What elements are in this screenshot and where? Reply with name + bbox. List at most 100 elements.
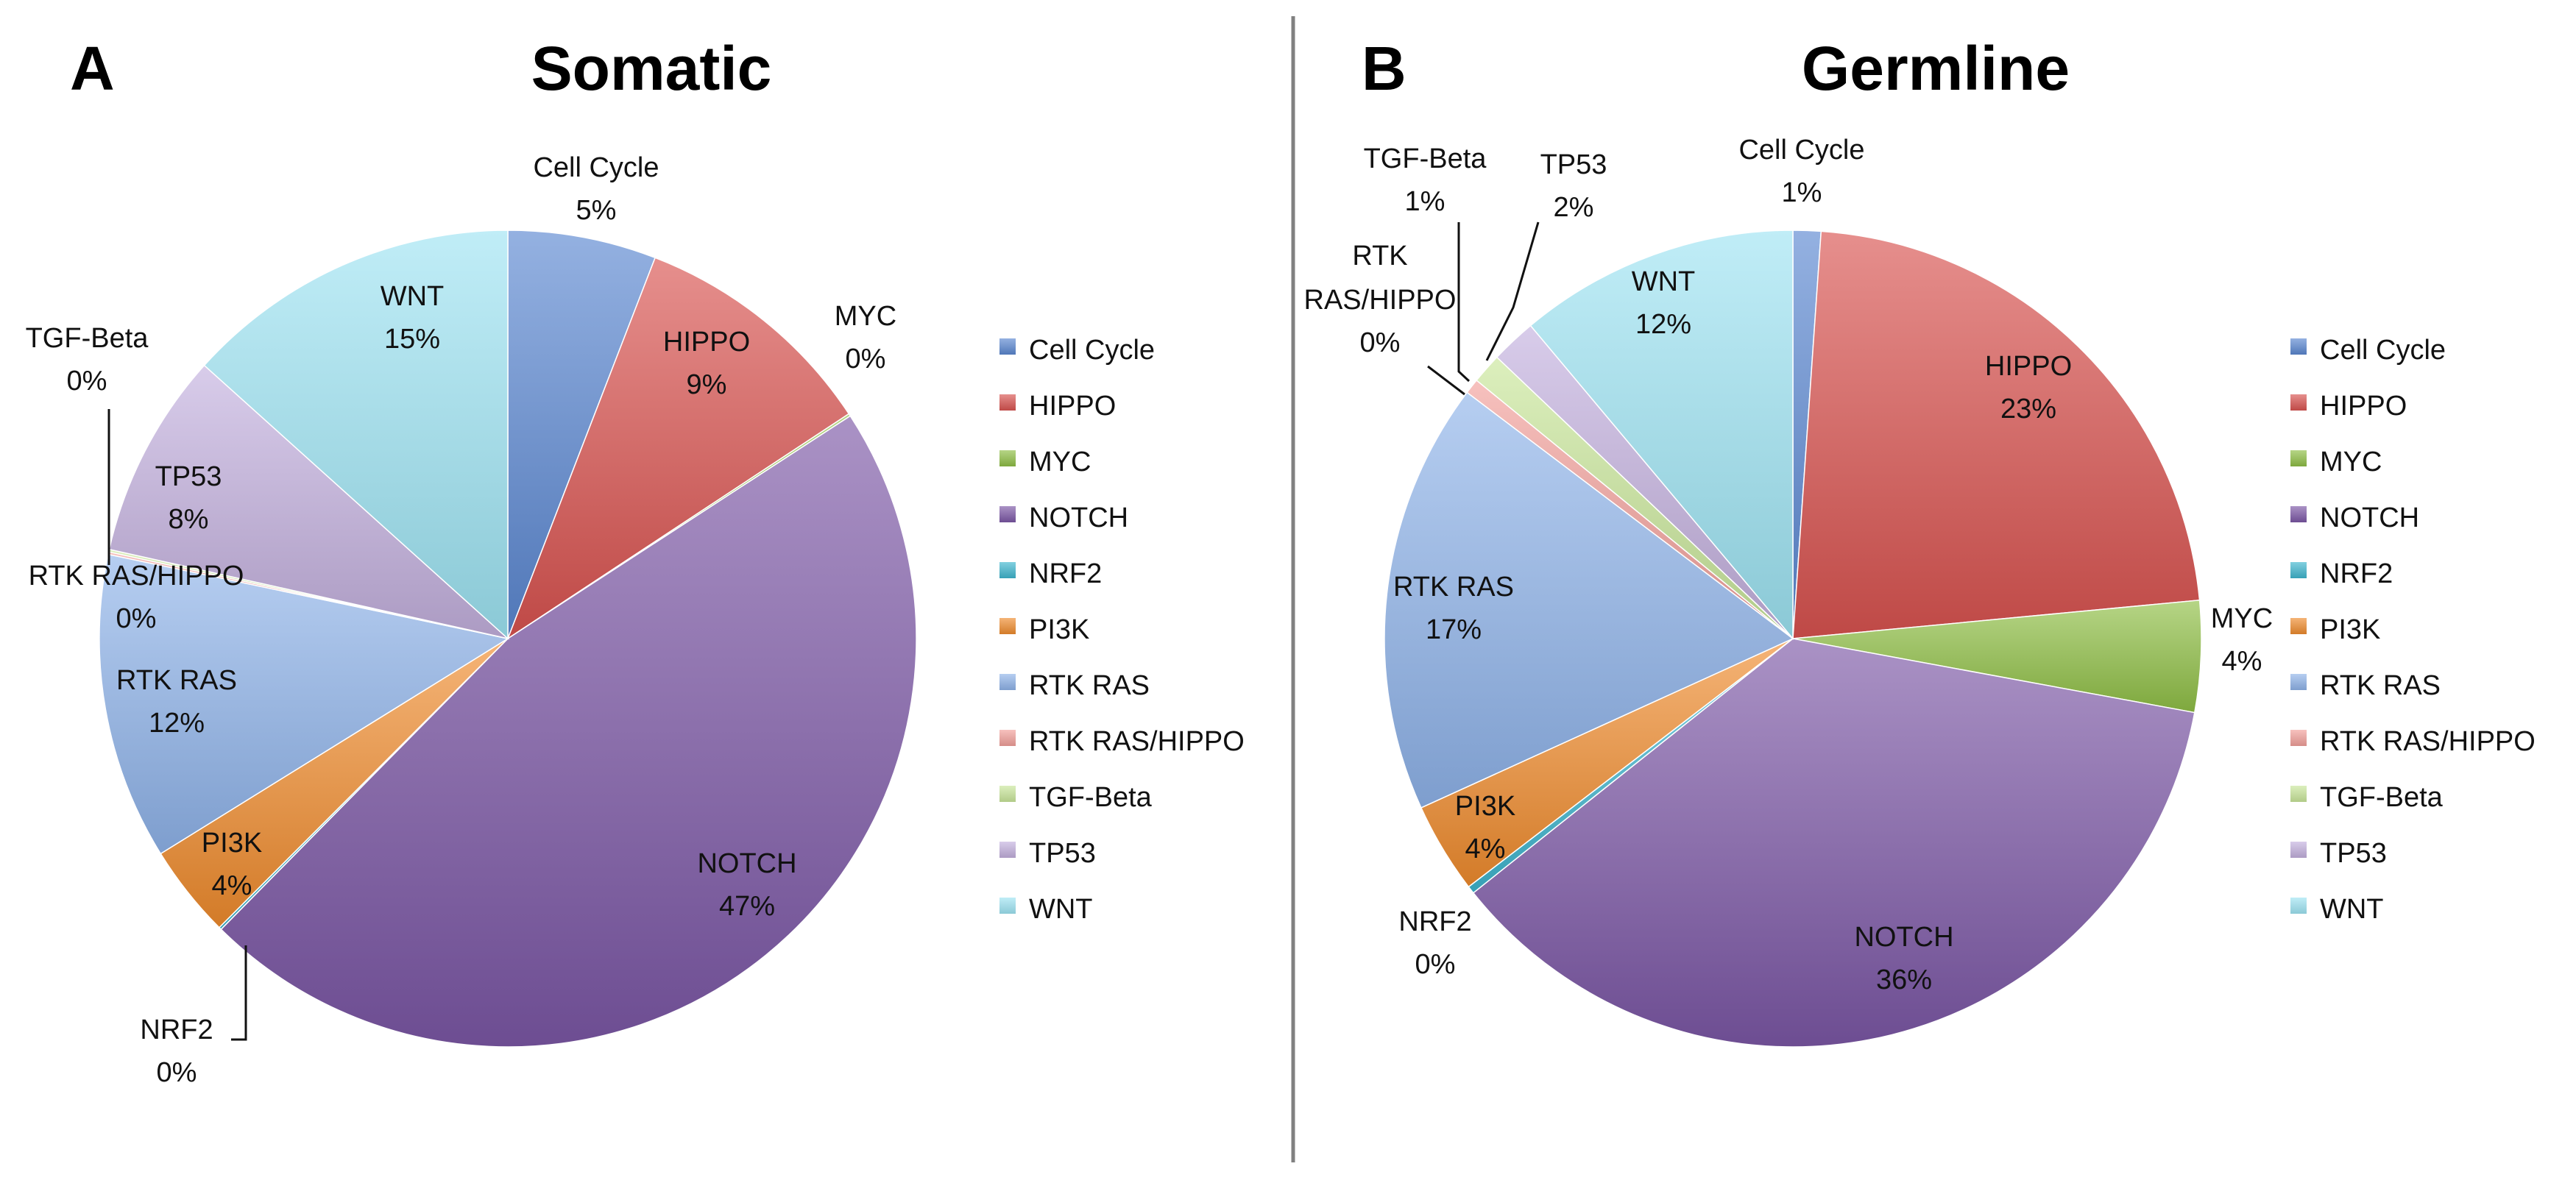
- legend-label-wnt: WNT: [2320, 894, 2384, 925]
- legend: Cell Cycle HIPPO MYC NOTCH NRF2 PI3K RTK RAS RT…: [2290, 335, 2536, 925]
- legend-swatch-notch: [2290, 506, 2307, 522]
- slice-label-myc-1: 0%: [846, 344, 886, 374]
- legend-swatch-tp53: [999, 842, 1016, 858]
- legend-label-pi3k: PI3K: [2320, 614, 2380, 645]
- slice-label-myc-1: 4%: [2222, 646, 2262, 677]
- slice-label-rtk-ras-1: 17%: [1426, 614, 1482, 645]
- legend-swatch-hippo: [999, 394, 1016, 411]
- legend-label-hippo: HIPPO: [2320, 391, 2407, 422]
- legend-swatch-tp53: [2290, 842, 2307, 858]
- slice-label-notch-0: NOTCH: [697, 848, 796, 879]
- slice-label-notch-1: 47%: [719, 891, 775, 922]
- slice-label-tp53-1: 2%: [1554, 192, 1594, 223]
- slice-label-tp53-0: TP53: [1540, 149, 1607, 180]
- legend-swatch-cell-cycle: [2290, 338, 2307, 355]
- legend-label-nrf2: NRF2: [1029, 558, 1102, 589]
- legend-label-tp53: TP53: [2320, 838, 2387, 869]
- slice-label-cell-cycle-0: Cell Cycle: [533, 152, 659, 183]
- slice-label-rtk-ras-hippo-1: RAS/HIPPO: [1304, 285, 1457, 316]
- pie-slice-wnt: [1529, 230, 1794, 641]
- legend-swatch-nrf2: [999, 562, 1016, 578]
- chart-germline: B Germline Cell Cycle 1% HIPPO 23% MYC 4% NOTCH 3…: [1304, 34, 2536, 1048]
- pie-slice-hippo: [506, 257, 850, 640]
- legend-swatch-myc: [999, 450, 1016, 466]
- legend-label-cell-cycle: Cell Cycle: [1029, 335, 1155, 366]
- slice-label-hippo-0: HIPPO: [663, 327, 750, 358]
- pie-slices: [99, 230, 917, 1048]
- pie-slice-rtk-ras: [1384, 391, 1794, 809]
- legend-label-tgf-beta: TGF-Beta: [2320, 782, 2444, 813]
- slice-label-rtk-ras-hippo-1: 0%: [116, 603, 157, 634]
- leader-line-nrf2: [231, 945, 247, 1041]
- pie-slices: [1384, 230, 2202, 1048]
- chart-title-somatic: Somatic: [531, 34, 772, 103]
- slice-label-rtk-ras-1: 12%: [149, 708, 205, 739]
- slice-label-rtk-ras-0: RTK RAS: [1393, 572, 1514, 603]
- slice-label-rtk-ras-hippo-2: 0%: [1360, 327, 1401, 358]
- slice-label-cell-cycle-0: Cell Cycle: [1738, 135, 1864, 166]
- pie-slice-tp53: [108, 364, 510, 640]
- legend-label-rtk-ras: RTK RAS: [2320, 670, 2441, 701]
- slice-label-notch-1: 36%: [1876, 964, 1932, 995]
- legend-label-tp53: TP53: [1029, 838, 1096, 869]
- legend-label-pi3k: PI3K: [1029, 614, 1089, 645]
- legend-label-rtk-ras-hippo: RTK RAS/HIPPO: [2320, 726, 2536, 757]
- legend-swatch-wnt: [2290, 898, 2307, 914]
- legend-swatch-rtk-ras-hippo: [999, 730, 1016, 746]
- slice-label-cell-cycle-1: 5%: [576, 195, 617, 226]
- legend-swatch-rtk-ras: [999, 674, 1016, 690]
- slice-label-myc-0: MYC: [2211, 603, 2273, 634]
- slice-label-cell-cycle-1: 1%: [1782, 177, 1822, 208]
- slice-label-wnt-1: 12%: [1635, 309, 1691, 340]
- legend-swatch-wnt: [999, 898, 1016, 914]
- slice-label-wnt-1: 15%: [384, 324, 440, 355]
- legend-label-wnt: WNT: [1029, 894, 1093, 925]
- leader-line-tp53: [1485, 221, 1540, 361]
- slice-label-tgf-beta-0: TGF-Beta: [26, 323, 149, 354]
- slice-label-notch-0: NOTCH: [1854, 922, 1953, 953]
- legend-swatch-nrf2: [2290, 562, 2307, 578]
- slice-label-pi3k-1: 4%: [1465, 834, 1506, 864]
- legend-label-myc: MYC: [1029, 447, 1091, 477]
- legend-swatch-pi3k: [999, 618, 1016, 634]
- legend-label-nrf2: NRF2: [2320, 558, 2393, 589]
- slice-label-hippo-1: 23%: [2000, 394, 2056, 424]
- legend-swatch-hippo: [2290, 394, 2307, 411]
- legend-swatch-pi3k: [2290, 618, 2307, 634]
- slice-labels: Cell Cycle 5% HIPPO 9% MYC 0% NOTCH 47% NRF2 0% PI…: [26, 152, 897, 1088]
- legend-label-rtk-ras: RTK RAS: [1029, 670, 1150, 701]
- legend-swatch-rtk-ras: [2290, 674, 2307, 690]
- slice-label-myc-0: MYC: [835, 301, 896, 332]
- slice-label-tp53-1: 8%: [169, 504, 209, 535]
- legend-label-hippo: HIPPO: [1029, 391, 1116, 422]
- slice-label-tgf-beta-1: 0%: [67, 366, 107, 397]
- slice-label-nrf2-0: NRF2: [1398, 906, 1471, 937]
- slice-label-pi3k-0: PI3K: [202, 828, 262, 859]
- legend-label-cell-cycle: Cell Cycle: [2320, 335, 2446, 366]
- legend-swatch-rtk-ras-hippo: [2290, 730, 2307, 746]
- slice-label-wnt-0: WNT: [381, 281, 445, 312]
- slice-label-wnt-0: WNT: [1632, 266, 1696, 297]
- slice-label-pi3k-0: PI3K: [1455, 791, 1515, 822]
- legend-swatch-tgf-beta: [999, 786, 1016, 802]
- legend-swatch-tgf-beta: [2290, 786, 2307, 802]
- legend-label-notch: NOTCH: [1029, 502, 1128, 533]
- slice-label-nrf2-1: 0%: [1415, 949, 1456, 980]
- legend-swatch-notch: [999, 506, 1016, 522]
- slice-label-nrf2-0: NRF2: [140, 1015, 213, 1045]
- slice-label-nrf2-1: 0%: [157, 1057, 197, 1088]
- slice-label-rtk-ras-0: RTK RAS: [116, 665, 237, 696]
- slice-label-hippo-1: 9%: [687, 369, 727, 400]
- chart-title-germline: Germline: [1802, 34, 2070, 103]
- legend-label-myc: MYC: [2320, 447, 2382, 477]
- slice-label-rtk-ras-hippo-0: RTK RAS/HIPPO: [29, 561, 244, 592]
- pie-slice-hippo: [1792, 230, 2201, 639]
- legend-label-tgf-beta: TGF-Beta: [1029, 782, 1153, 813]
- pie-slice-wnt: [203, 230, 509, 640]
- leader-line-rtk-ras-hippo: [1427, 365, 1465, 396]
- slice-label-rtk-ras-hippo-0: RTK: [1352, 241, 1407, 271]
- leader-line-tgf-beta: [1457, 222, 1471, 383]
- slice-label-tgf-beta-0: TGF-Beta: [1364, 143, 1487, 174]
- legend-swatch-cell-cycle: [999, 338, 1016, 355]
